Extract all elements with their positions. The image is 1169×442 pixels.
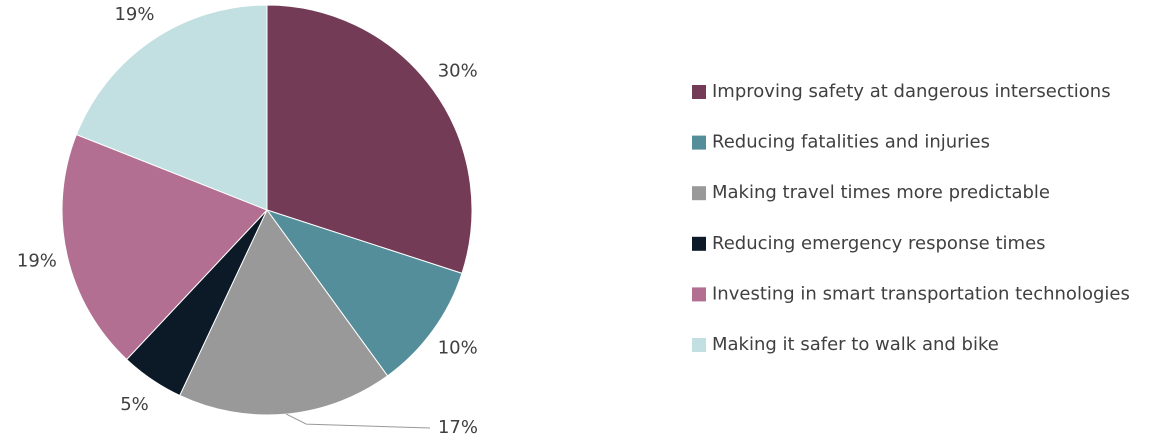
legend-swatch <box>692 135 706 150</box>
legend-label: Making travel times more predictable <box>712 182 1050 203</box>
data-label: 17% <box>438 417 478 438</box>
legend-swatch <box>692 85 706 99</box>
data-label: 10% <box>438 338 478 359</box>
legend-label: Improving safety at dangerous intersecti… <box>712 81 1111 102</box>
legend-label: Reducing fatalities and injuries <box>712 132 990 153</box>
legend-label: Reducing emergency response times <box>712 233 1046 254</box>
legend-swatch <box>692 287 706 302</box>
legend-swatch <box>692 338 706 352</box>
data-label: 19% <box>114 4 154 25</box>
legend-swatch <box>692 186 706 201</box>
pie-slice <box>75 4 268 211</box>
pie-slice <box>179 209 389 416</box>
leader-line <box>286 413 431 429</box>
data-label: 19% <box>17 250 57 271</box>
pie-slice <box>265 209 463 377</box>
pie-slice <box>266 4 473 274</box>
data-label: 5% <box>120 394 149 415</box>
legend-label: Investing in smart transportation techno… <box>712 283 1130 304</box>
data-label: 30% <box>438 60 478 81</box>
legend-label: Making it safer to walk and bike <box>712 334 999 355</box>
legend-swatch <box>692 236 706 251</box>
pie-slice <box>61 133 268 361</box>
